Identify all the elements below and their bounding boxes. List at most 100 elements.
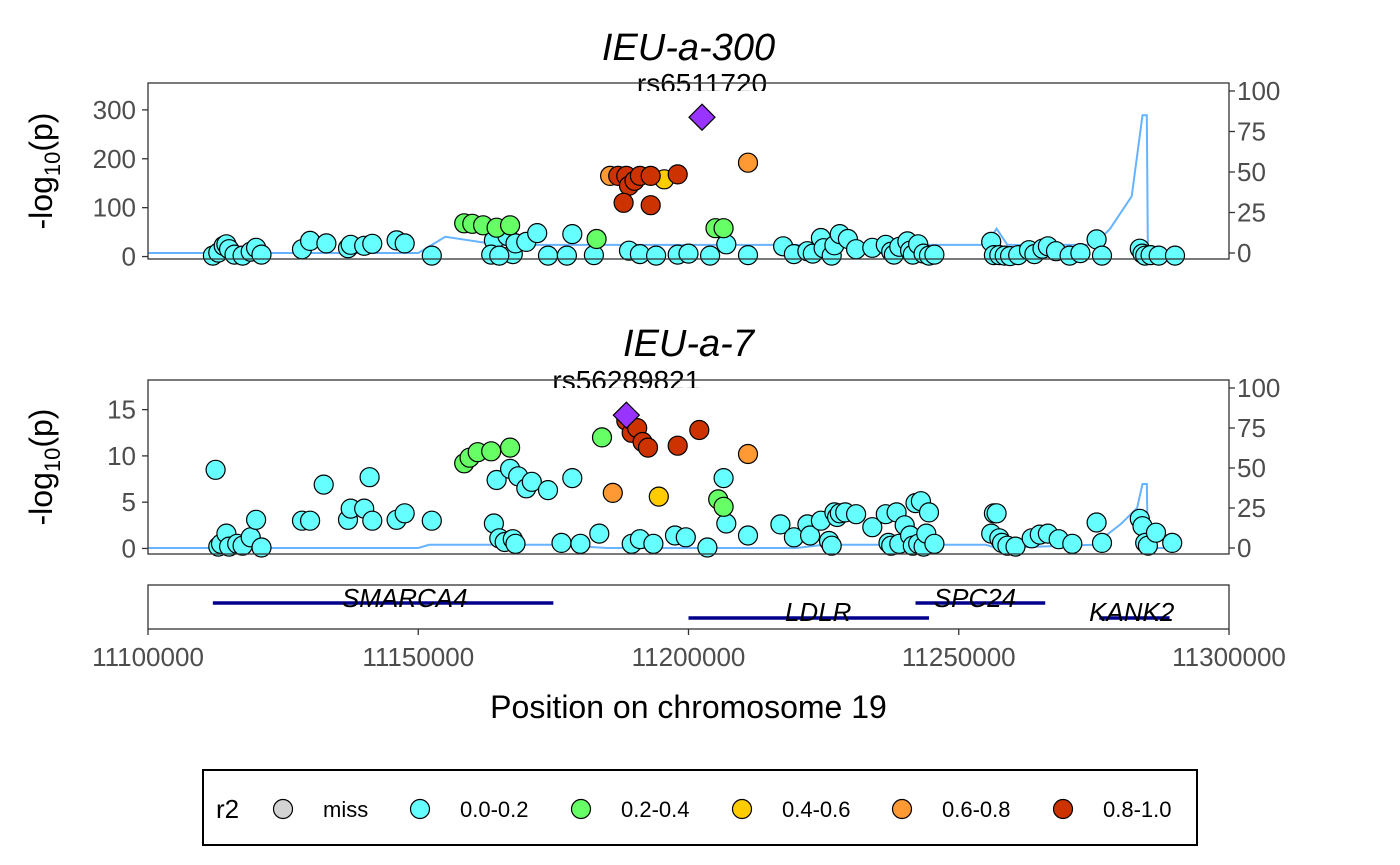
snp-point xyxy=(362,233,383,254)
y-axis-label-main: -log xyxy=(23,472,59,525)
snp-point xyxy=(613,192,634,213)
y-tick-label: 0 xyxy=(122,242,136,272)
right-tick-label: 75 xyxy=(1237,117,1266,147)
right-tick-label: 25 xyxy=(1237,493,1266,523)
y-axis-label-main: -log xyxy=(23,176,59,229)
legend-item-label: 0.0-0.2 xyxy=(460,797,529,822)
snp-point xyxy=(586,228,607,250)
y-tick-label: 0 xyxy=(122,533,136,563)
snp-point xyxy=(505,533,526,554)
snp-point xyxy=(675,527,696,548)
snp-point xyxy=(716,513,737,534)
snp-point xyxy=(986,503,1007,524)
right-tick-label: 50 xyxy=(1237,453,1266,483)
gene-label: KANK2 xyxy=(1089,597,1175,627)
y-tick-label: 5 xyxy=(122,487,136,517)
y-axis-label-sub: 10 xyxy=(40,152,65,176)
snp-point xyxy=(481,441,502,462)
legend-swatch xyxy=(731,798,753,820)
gene-track-border xyxy=(147,584,1230,630)
y-tick-label: 15 xyxy=(107,395,136,425)
snp-point xyxy=(205,459,226,480)
snp-point xyxy=(770,514,791,535)
snp-point xyxy=(1070,243,1091,264)
right-tick-label: 25 xyxy=(1237,198,1266,228)
snp-point xyxy=(500,215,521,236)
snp-point xyxy=(689,419,710,441)
legend-swatch xyxy=(272,798,294,820)
snp-point xyxy=(500,437,521,458)
snp-point xyxy=(1091,532,1113,554)
gene-label: SPC24 xyxy=(934,583,1016,613)
legend-item-label: 0.2-0.4 xyxy=(621,797,690,822)
snp-point xyxy=(699,245,721,266)
snp-point xyxy=(648,486,669,507)
snp-point xyxy=(421,510,442,531)
legend-swatch xyxy=(1052,798,1074,820)
snp-point xyxy=(421,245,442,266)
snp-point xyxy=(799,525,821,546)
legend-box xyxy=(202,769,1198,846)
x-tick-label: 11250000 xyxy=(902,642,1016,672)
snp-point xyxy=(394,233,415,254)
snp-point xyxy=(313,474,334,495)
right-tick-label: 100 xyxy=(1237,373,1280,403)
snp-point xyxy=(1005,536,1026,557)
snp-point xyxy=(527,223,548,244)
x-axis-label: Position on chromosome 19 xyxy=(490,689,887,725)
y-axis-label-sub: 10 xyxy=(40,448,65,472)
snp-point xyxy=(645,245,667,266)
snp-point xyxy=(918,502,940,523)
legend-item-label: miss xyxy=(323,797,368,822)
snp-point xyxy=(1162,532,1183,554)
legend: r2 miss 0.0-0.2 0.2-0.4 0.4-0.6 0.6-0.8 0.8-1.… xyxy=(202,769,1198,846)
y-tick-label: 200 xyxy=(93,144,136,174)
legend-swatch xyxy=(570,798,592,820)
legend-swatch xyxy=(891,798,913,820)
snp-point xyxy=(640,165,661,186)
snp-point xyxy=(1145,522,1167,543)
snp-point xyxy=(1086,512,1107,533)
snp-point xyxy=(678,243,699,264)
snp-point xyxy=(713,468,734,489)
snp-point xyxy=(602,482,623,503)
snp-point xyxy=(359,467,380,488)
snp-point xyxy=(537,480,559,501)
snp-point xyxy=(637,437,659,458)
legend-item-label: 0.6-0.8 xyxy=(942,797,1011,822)
snp-point xyxy=(562,224,583,245)
snp-point xyxy=(589,523,610,544)
snp-point xyxy=(821,535,842,556)
lead-snp-marker xyxy=(688,103,716,132)
snp-point xyxy=(591,427,613,448)
y-axis-label: -log10(p) xyxy=(23,113,65,230)
snp-point xyxy=(486,469,507,491)
snp-point xyxy=(640,195,661,216)
panel-border xyxy=(147,82,1230,260)
snp-point xyxy=(521,471,542,492)
x-tick-label: 11300000 xyxy=(1172,642,1286,672)
snp-point xyxy=(643,533,664,554)
panel-title: IEU-a-7 xyxy=(623,323,756,365)
right-tick-label: 0 xyxy=(1237,238,1251,268)
snp-point xyxy=(713,218,734,239)
right-tick-label: 0 xyxy=(1237,533,1251,563)
snp-point xyxy=(394,503,415,524)
legend-swatch xyxy=(409,798,431,820)
snp-point xyxy=(737,443,759,465)
x-tick-label: 11100000 xyxy=(92,642,204,672)
right-tick-label: 50 xyxy=(1237,157,1266,187)
snp-point xyxy=(667,435,688,456)
snp-point xyxy=(667,164,688,185)
snp-point xyxy=(1091,245,1113,266)
recombination-rate-line xyxy=(148,114,1181,254)
y-tick-label: 300 xyxy=(93,95,136,125)
right-axis-label: ecomb. Ra xyxy=(1306,376,1342,531)
snp-point xyxy=(924,533,945,554)
plot-area xyxy=(148,83,1229,259)
snp-point xyxy=(562,468,583,489)
snp-point xyxy=(251,537,272,558)
snp-point xyxy=(1164,245,1186,266)
y-axis-label: -log10(p) xyxy=(23,409,65,526)
